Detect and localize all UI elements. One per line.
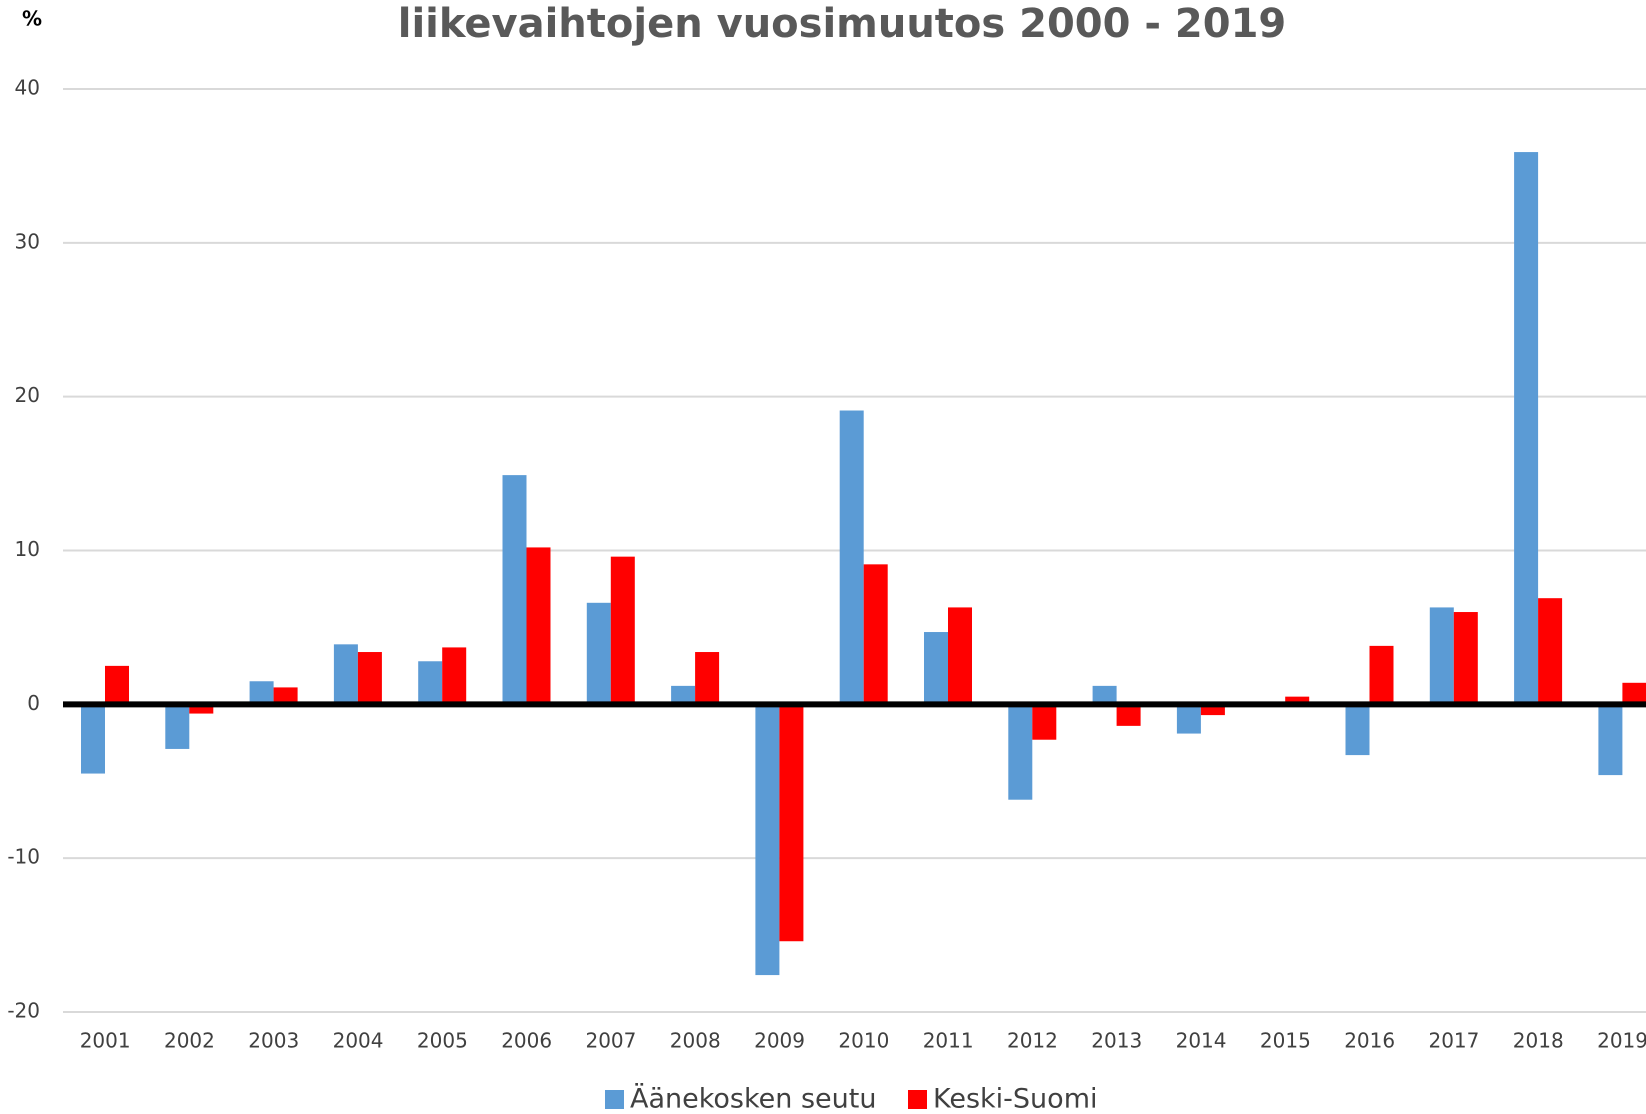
bar <box>502 475 527 705</box>
bar <box>755 704 780 976</box>
x-tick-label: 2019 <box>1597 1029 1646 1053</box>
x-tick-label: 2005 <box>417 1029 468 1053</box>
x-tick-label: 2015 <box>1260 1029 1311 1053</box>
bar <box>863 564 888 705</box>
x-tick-label: 2001 <box>80 1029 131 1053</box>
x-tick-label: 2012 <box>1007 1029 1058 1053</box>
chart-title: liikevaihtojen vuosimuutos 2000 - 2019 <box>398 1 1287 47</box>
bar <box>333 644 358 705</box>
x-tick-label: 2006 <box>501 1029 552 1053</box>
bar <box>1116 704 1141 726</box>
y-tick-label: -10 <box>7 845 40 869</box>
bar <box>1538 598 1563 705</box>
x-tick-label: 2009 <box>754 1029 805 1053</box>
bar <box>526 547 551 705</box>
bar <box>249 681 274 705</box>
bar <box>671 685 696 705</box>
bar <box>1285 696 1310 705</box>
bar <box>586 602 611 705</box>
bar <box>1345 704 1370 756</box>
bar <box>1514 152 1539 705</box>
bar <box>105 665 129 705</box>
legend-swatch <box>908 1090 927 1109</box>
bar <box>357 652 382 705</box>
x-tick-label: 2014 <box>1176 1029 1227 1053</box>
x-tick-label: 2007 <box>585 1029 636 1053</box>
y-tick-label: 30 <box>15 229 40 253</box>
bar <box>1429 607 1454 705</box>
legend-label: Keski-Suomi <box>933 1084 1098 1114</box>
x-tick-label: 2003 <box>248 1029 299 1053</box>
bar <box>1453 612 1478 705</box>
bar <box>610 556 635 705</box>
bar <box>1598 704 1623 776</box>
bar <box>779 704 804 942</box>
bar <box>839 410 864 705</box>
legend-label: Äänekosken seutu <box>630 1083 876 1114</box>
x-tick-label: 2013 <box>1091 1029 1142 1053</box>
x-tick-label: 2011 <box>923 1029 974 1053</box>
x-tick-label: 2010 <box>838 1029 889 1053</box>
bar <box>273 687 298 705</box>
bar <box>418 661 443 705</box>
y-tick-label: 40 <box>15 76 40 100</box>
x-tick-label: 2017 <box>1428 1029 1479 1053</box>
bar <box>442 647 467 705</box>
bar <box>1176 704 1201 734</box>
x-tick-label: 2018 <box>1513 1029 1564 1053</box>
y-tick-label: -20 <box>7 999 40 1023</box>
x-tick-label: 2008 <box>670 1029 721 1053</box>
bar <box>1032 704 1057 740</box>
bar <box>165 704 190 749</box>
y-tick-label: 0 <box>27 691 40 715</box>
bar <box>1369 645 1394 705</box>
bar <box>948 607 972 705</box>
bar <box>1092 685 1117 705</box>
legend-swatch <box>605 1090 624 1109</box>
bar <box>695 652 720 705</box>
bar <box>924 632 948 705</box>
bar <box>1200 704 1225 716</box>
y-axis-label: % <box>22 7 42 31</box>
bar <box>81 704 105 774</box>
bar <box>1622 682 1646 705</box>
y-tick-label: 10 <box>15 537 40 561</box>
bar <box>189 704 214 714</box>
y-tick-label: 20 <box>15 383 40 407</box>
x-tick-label: 2016 <box>1344 1029 1395 1053</box>
x-tick-label: 2002 <box>164 1029 215 1053</box>
bar <box>1008 704 1033 800</box>
x-tick-label: 2004 <box>333 1029 384 1053</box>
